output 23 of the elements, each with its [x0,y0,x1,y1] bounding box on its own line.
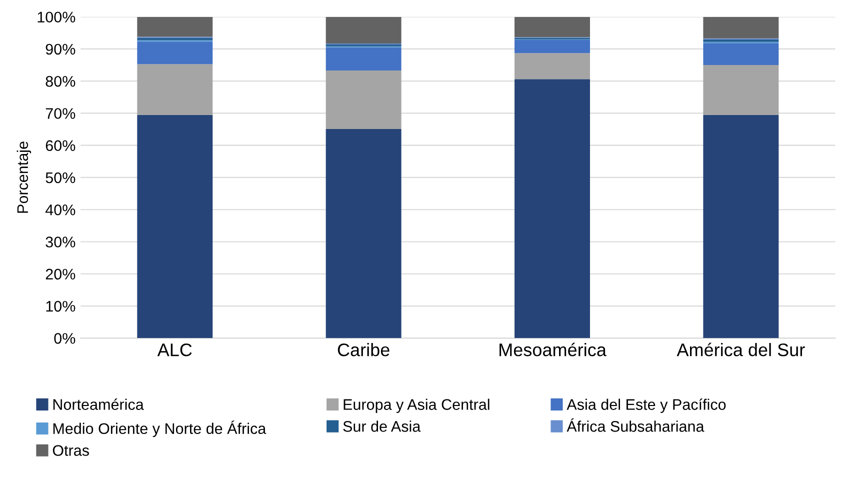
y-tick-label: 40% [45,204,76,216]
y-tick-label: 90% [46,44,76,55]
legend-label: Otras [52,445,89,456]
x-tick-label: Caribe [338,343,390,356]
y-tick-label: 50% [46,172,76,184]
legend-label: Medio Oriente y Norte de África [53,420,266,438]
y-axis-title: Porcentaje [16,142,32,213]
legend-label: Sur de Asia [343,420,421,432]
x-tick-label: Mesoamérica [500,342,606,356]
y-tick-label: 30% [46,236,76,248]
legend-label: Norteamérica [53,398,144,410]
legend-label: Asia del Este y Pacífico [566,398,726,413]
legend-label: África Subsahariana [566,418,704,432]
y-tick-label: 0% [54,333,76,344]
y-tick-label: 100% [38,12,76,23]
y-tick-label: 60% [46,140,76,152]
y-tick-label: 70% [46,108,76,119]
y-tick-label: 80% [46,76,76,87]
x-tick-label: ALC [157,343,192,356]
x-tick-label: América del Sur [676,342,805,356]
y-tick-label: 20% [46,268,76,280]
y-tick-label: 10% [46,300,76,312]
legend-label: Europa y Asia Central [344,398,490,413]
